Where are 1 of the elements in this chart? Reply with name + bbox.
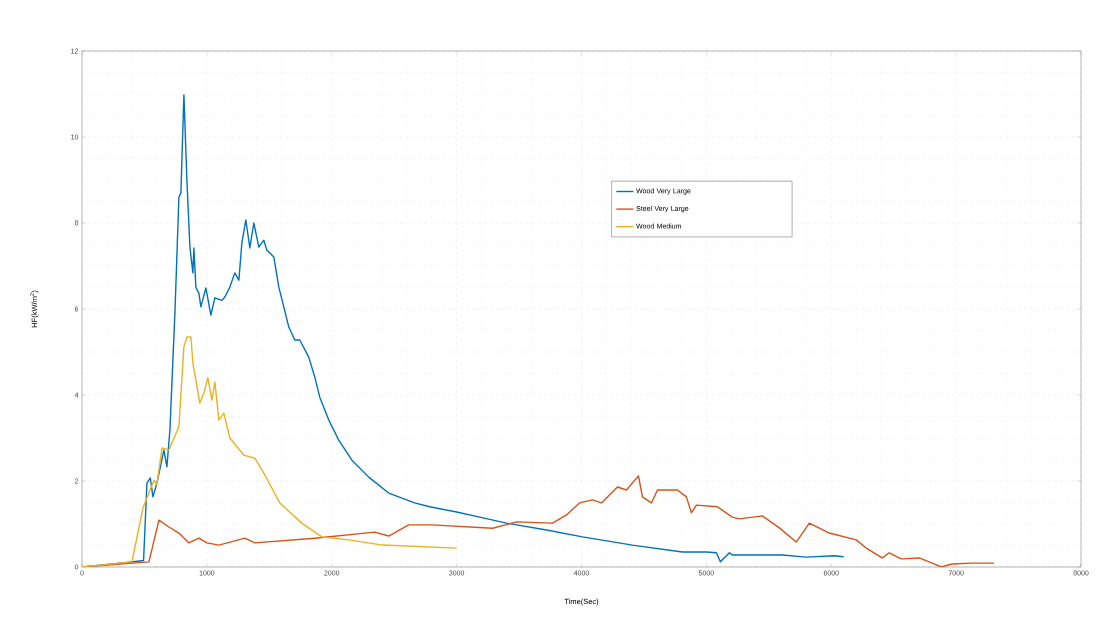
- line-series: [82, 336, 458, 567]
